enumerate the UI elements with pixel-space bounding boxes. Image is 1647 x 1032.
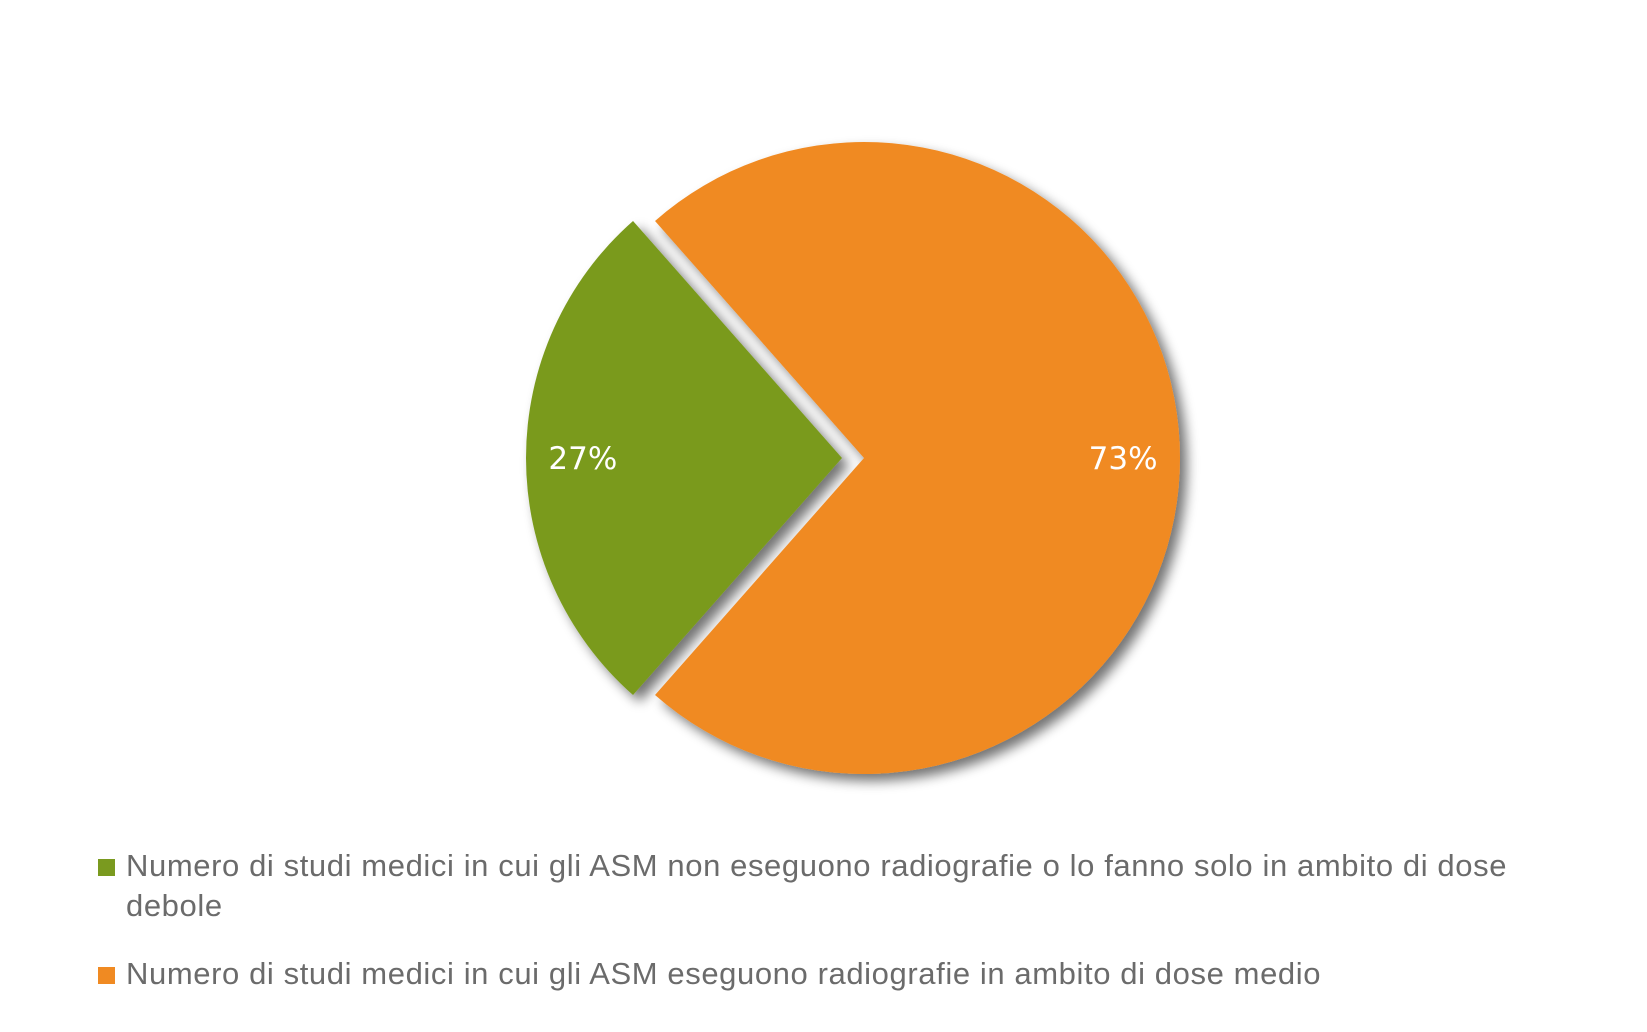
pie-slice-label-0: 27% [548, 441, 617, 477]
legend-label: Numero di studi medici in cui gli ASM no… [126, 848, 1508, 923]
legend-swatch-green [98, 859, 115, 876]
pie-slice-1 [655, 142, 1181, 774]
pie-slice-label-1: 73% [1089, 441, 1158, 477]
legend-swatch-orange [98, 967, 115, 984]
legend-label: Numero di studi medici in cui gli ASM es… [126, 956, 1322, 991]
pie-slice-0 [525, 220, 842, 696]
legend-item-medium-dose: Numero di studi medici in cui gli ASM es… [98, 954, 1598, 994]
legend-item-low-dose: Numero di studi medici in cui gli ASM no… [98, 846, 1598, 926]
chart-legend: Numero di studi medici in cui gli ASM no… [98, 846, 1598, 1022]
